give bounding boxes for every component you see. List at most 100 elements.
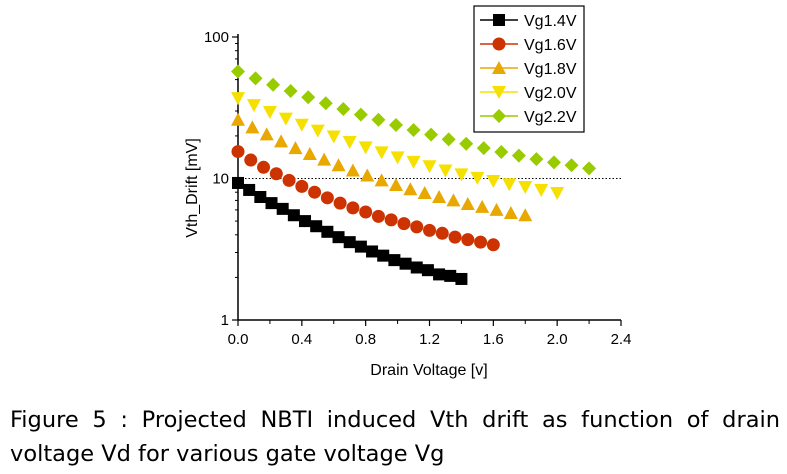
data-point xyxy=(295,179,309,193)
data-point xyxy=(550,186,565,200)
series-vg1-6v xyxy=(231,145,500,252)
legend-marker xyxy=(492,86,506,99)
data-point xyxy=(308,185,322,199)
data-point xyxy=(288,141,303,155)
data-point xyxy=(424,127,439,142)
caption-line-2: voltage Vd for various gate voltage Vg xyxy=(10,441,445,467)
data-point xyxy=(245,120,260,134)
x-tick-label: 0.8 xyxy=(355,331,376,348)
legend-marker xyxy=(492,61,506,74)
data-point xyxy=(318,96,333,111)
tick-layer: 0.0 0.4 0.8 1.2 1.6 2.0 2.4 1 10 100 xyxy=(204,29,631,348)
data-point xyxy=(332,231,345,244)
data-point xyxy=(354,240,367,253)
data-point xyxy=(388,254,401,267)
data-point xyxy=(331,158,346,172)
data-point xyxy=(503,206,518,220)
data-point xyxy=(460,197,475,211)
series-vg1-8v xyxy=(231,112,533,222)
data-point xyxy=(326,130,341,144)
data-point xyxy=(518,181,533,195)
data-point xyxy=(336,101,351,116)
data-point xyxy=(486,175,501,189)
data-point xyxy=(470,171,485,185)
data-point xyxy=(422,160,437,174)
data-point xyxy=(421,264,434,277)
data-point xyxy=(459,136,474,151)
data-point xyxy=(486,238,500,252)
data-point xyxy=(266,77,281,92)
data-point xyxy=(489,202,504,216)
data-point xyxy=(302,146,317,160)
x-tick-label: 0.4 xyxy=(291,331,312,348)
data-point xyxy=(310,220,323,233)
data-point xyxy=(282,173,296,187)
scatter-chart: 0.0 0.4 0.8 1.2 1.6 2.0 2.4 1 10 100 Drain Voltag… xyxy=(184,5,631,379)
data-point xyxy=(432,190,447,204)
data-point xyxy=(342,136,357,150)
data-point xyxy=(494,144,509,159)
x-tick-label: 1.2 xyxy=(419,331,440,348)
figure-caption: Figure 5 : Projected NBTI induced Vth dr… xyxy=(10,403,780,471)
data-point xyxy=(371,112,386,127)
data-point xyxy=(435,226,449,240)
data-point xyxy=(433,268,446,281)
data-point xyxy=(476,141,491,156)
y-axis-label: Vth_Drift [mV] xyxy=(184,138,201,238)
x-axis-label: Drain Voltage [v] xyxy=(370,362,487,379)
series-vg2-2v xyxy=(231,64,597,176)
data-point xyxy=(231,92,245,106)
legend-label: Vg1.8V xyxy=(524,61,577,78)
legend-item: Vg1.6V xyxy=(480,37,577,54)
data-point xyxy=(406,155,421,169)
data-point xyxy=(390,151,405,165)
legend: Vg1.4V Vg1.6V Vg1.8V Vg2.0V Vg2.2V xyxy=(473,5,585,133)
data-point xyxy=(317,152,332,166)
data-point xyxy=(502,178,517,192)
data-point xyxy=(320,191,334,205)
data-point xyxy=(294,118,309,132)
data-point xyxy=(455,272,468,285)
data-point xyxy=(265,197,278,210)
data-point xyxy=(274,134,289,148)
data-point xyxy=(410,220,424,234)
legend-item: Vg2.2V xyxy=(480,109,577,126)
data-point xyxy=(441,132,456,147)
data-point xyxy=(444,269,457,282)
data-point xyxy=(301,90,316,105)
data-point xyxy=(423,223,436,237)
y-tick-label: 10 xyxy=(212,171,229,188)
data-point xyxy=(529,152,544,167)
legend-label: Vg1.6V xyxy=(524,37,577,54)
data-point xyxy=(244,153,258,167)
data-point xyxy=(399,257,412,270)
data-point xyxy=(410,261,423,274)
x-tick-label: 2.0 xyxy=(547,331,568,348)
data-point xyxy=(366,245,379,258)
data-point xyxy=(374,173,389,187)
data-point xyxy=(283,84,298,99)
data-point xyxy=(269,167,283,181)
data-point xyxy=(438,164,453,178)
data-point xyxy=(262,106,277,120)
data-point xyxy=(474,235,488,249)
legend-box xyxy=(473,5,585,133)
data-point xyxy=(360,168,375,182)
data-point xyxy=(345,163,360,177)
legend-label: Vg2.2V xyxy=(524,109,577,126)
data-point xyxy=(232,176,244,189)
data-point xyxy=(511,148,526,163)
y-tick-label: 100 xyxy=(204,29,229,46)
data-point xyxy=(353,107,368,122)
legend-item: Vg1.4V xyxy=(480,13,577,30)
data-point xyxy=(231,145,245,159)
legend-marker xyxy=(493,14,505,26)
data-point xyxy=(231,64,245,79)
x-tick-label: 1.6 xyxy=(483,331,504,348)
x-tick-label: 0.0 xyxy=(228,331,249,348)
data-point xyxy=(564,158,579,173)
data-point xyxy=(454,168,469,182)
data-point xyxy=(388,177,403,191)
data-point xyxy=(374,146,389,160)
